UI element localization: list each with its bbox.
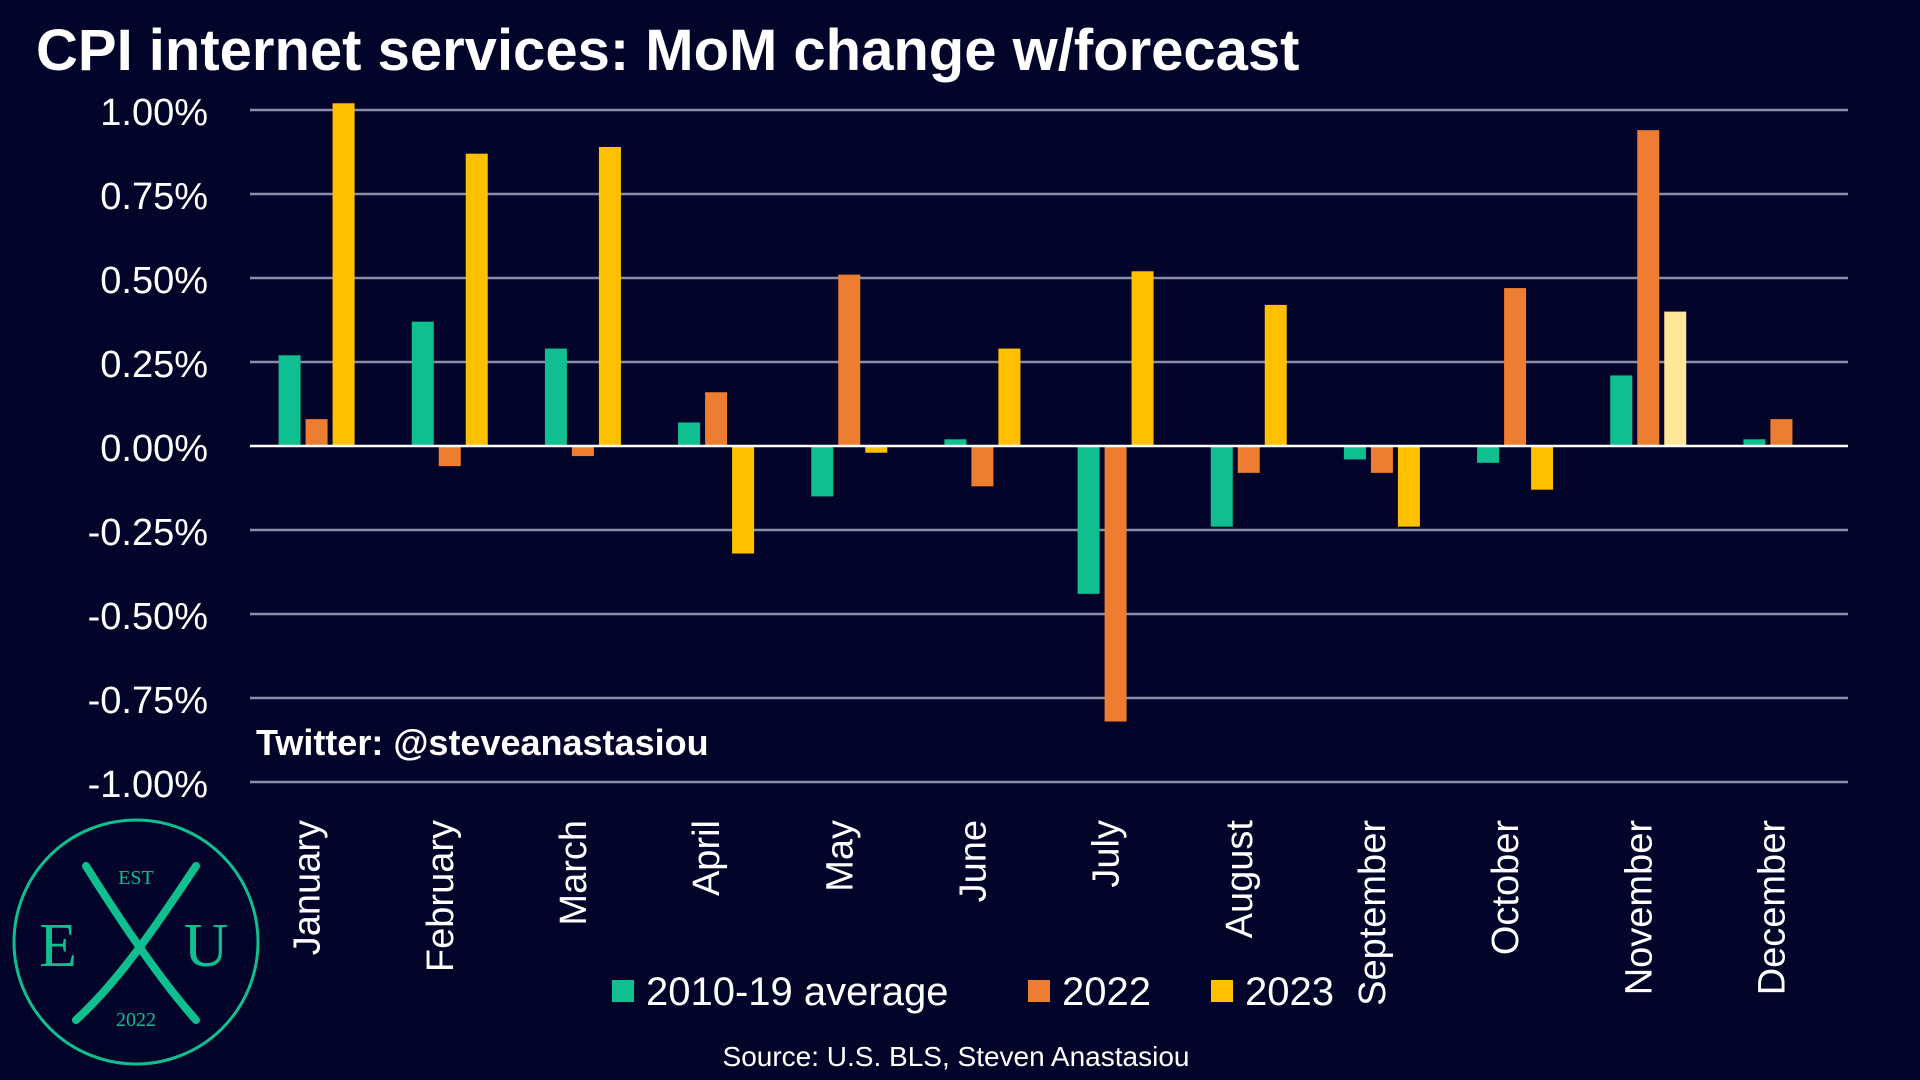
y-tick-label: 0.75% [100, 176, 208, 218]
y-tick-label: -1.00% [88, 764, 208, 806]
gridlines [250, 108, 1848, 784]
twitter-annotation: Twitter: @steveanastasiou [256, 722, 709, 763]
bar-2023-may [865, 446, 888, 453]
bar-2010-19-average-november [1610, 375, 1633, 446]
bar-2023-march [598, 146, 621, 446]
bar-2010-19-average-january [278, 355, 301, 446]
bar-2010-19-average-september [1343, 446, 1366, 460]
bar-2022-april [705, 392, 728, 446]
bar-2010-19-average-june [944, 439, 967, 446]
logo-stroke-2 [72, 862, 200, 1024]
bar-2010-19-average-december [1743, 439, 1766, 446]
x-tick-label: September [1352, 820, 1394, 1006]
y-tick-label: 1.00% [100, 92, 208, 134]
logo-letter-e: E [39, 912, 77, 980]
bar-2022-february [438, 446, 461, 467]
bar-2023-january [332, 103, 355, 446]
bar-2023-november [1664, 311, 1687, 446]
bar-2022-august [1237, 446, 1260, 473]
legend-label: 2010-19 average [646, 970, 948, 1014]
bars [278, 103, 1793, 722]
x-axis-ticks: January February March April May June July Augu… [287, 820, 1794, 1006]
bar-2023-june [998, 348, 1021, 446]
x-tick-label: March [553, 820, 595, 926]
x-tick-label: February [420, 820, 462, 972]
bar-2023-april [732, 446, 755, 554]
x-tick-label: January [287, 820, 329, 955]
bar-2010-19-average-july [1077, 446, 1100, 594]
bar-2022-december [1770, 419, 1793, 446]
bar-2022-september [1370, 446, 1393, 473]
bar-2023-july [1131, 271, 1154, 446]
x-tick-label: December [1751, 820, 1793, 996]
x-tick-label: May [819, 820, 861, 892]
legend-swatch [612, 980, 634, 1002]
bar-2022-november [1637, 130, 1660, 446]
bar-2022-may [838, 274, 861, 446]
bar-2023-august [1264, 304, 1287, 446]
x-tick-label: October [1485, 820, 1527, 956]
legend-swatch [1028, 980, 1050, 1002]
y-tick-label: 0.50% [100, 260, 208, 302]
y-tick-label: -0.50% [88, 596, 208, 638]
y-tick-label: 0.25% [100, 344, 208, 386]
bar-2010-19-average-march [544, 348, 567, 446]
bar-2022-march [571, 446, 594, 457]
legend-label: 2022 [1062, 970, 1151, 1014]
bar-2010-19-average-april [678, 422, 701, 446]
bar-2010-19-average-august [1210, 446, 1233, 527]
bar-2023-february [465, 153, 488, 446]
legend: 2010-19 average 2022 2023 [612, 970, 1334, 1014]
logo-est: EST [118, 867, 154, 889]
bar-2023-october [1531, 446, 1554, 490]
bar-2022-june [971, 446, 994, 487]
logo: EST E U 2022 [12, 818, 260, 1066]
logo-letter-u: U [184, 912, 229, 980]
logo-year: 2022 [116, 1009, 156, 1031]
bar-2010-19-average-february [411, 321, 434, 446]
bar-2010-19-average-october [1477, 446, 1500, 463]
bar-2022-october [1504, 288, 1527, 446]
bar-2022-july [1104, 446, 1127, 722]
x-tick-label: June [952, 820, 994, 902]
y-tick-label: -0.75% [88, 680, 208, 722]
chart-title: CPI internet services: MoM change w/fore… [36, 18, 1299, 83]
bar-2022-january [305, 419, 328, 446]
x-tick-label: July [1086, 820, 1128, 888]
bar-2023-september [1397, 446, 1420, 527]
x-tick-label: November [1618, 820, 1660, 996]
x-tick-label: August [1219, 820, 1261, 939]
legend-swatch [1211, 980, 1233, 1002]
legend-label: 2023 [1245, 970, 1334, 1014]
y-axis-ticks: 1.00% 0.75% 0.50% 0.25% 0.00% -0.25% -0.50% -0.… [88, 92, 208, 806]
y-tick-label: -0.25% [88, 512, 208, 554]
source-note: Source: U.S. BLS, Steven Anastasiou [723, 1041, 1190, 1072]
logo-ring [12, 818, 260, 1066]
y-tick-label: 0.00% [100, 428, 208, 470]
bar-2010-19-average-may [811, 446, 834, 497]
x-tick-label: April [686, 820, 728, 896]
